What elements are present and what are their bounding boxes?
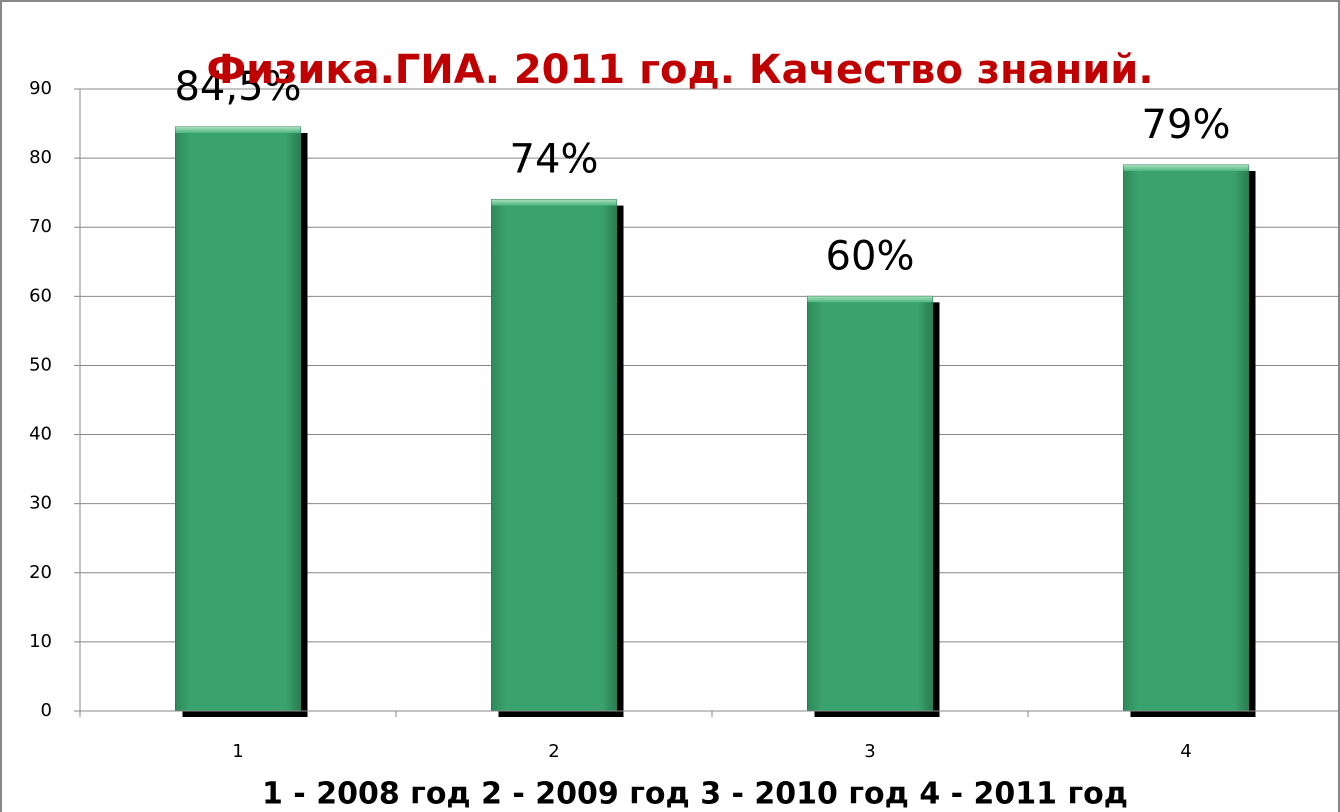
x-tick-label: 1	[232, 741, 243, 762]
data-label: 74%	[510, 137, 599, 183]
y-tick-label: 0	[41, 700, 52, 721]
bar-cap	[175, 127, 301, 134]
plot-area: 0 10 20 30 40 50 60 70 80 90 1 84,5% 2 74% 3 60% 4 79%	[29, 64, 1340, 762]
x-axis-title: 1 - 2008 год 2 - 2009 год 3 - 2010 год 4…	[262, 777, 1128, 812]
x-tick-label: 2	[548, 741, 559, 762]
y-tick-label: 80	[29, 147, 52, 168]
chart-title: Физика.ГИА. 2011 год. Качество знаний.	[206, 47, 1153, 93]
bar	[491, 199, 617, 712]
x-tick-label: 4	[1180, 741, 1191, 762]
y-tick-label: 50	[29, 354, 52, 375]
data-label: 84,5%	[174, 64, 301, 110]
y-tick-label: 60	[29, 285, 52, 306]
bar	[807, 295, 933, 712]
data-label: 60%	[826, 233, 915, 279]
bar	[175, 126, 301, 712]
y-tick-label: 70	[29, 216, 52, 237]
y-tick-label: 10	[29, 631, 52, 652]
data-label: 79%	[1142, 102, 1231, 148]
bar-cap	[1123, 165, 1249, 172]
y-tick-label: 90	[29, 78, 52, 99]
bar-cap	[807, 296, 933, 303]
y-tick-label: 40	[29, 424, 52, 445]
x-tick-label: 3	[864, 741, 875, 762]
y-tick-label: 20	[29, 562, 52, 583]
bar	[1123, 164, 1249, 712]
y-tick-label: 30	[29, 493, 52, 514]
bar-cap	[491, 199, 617, 206]
